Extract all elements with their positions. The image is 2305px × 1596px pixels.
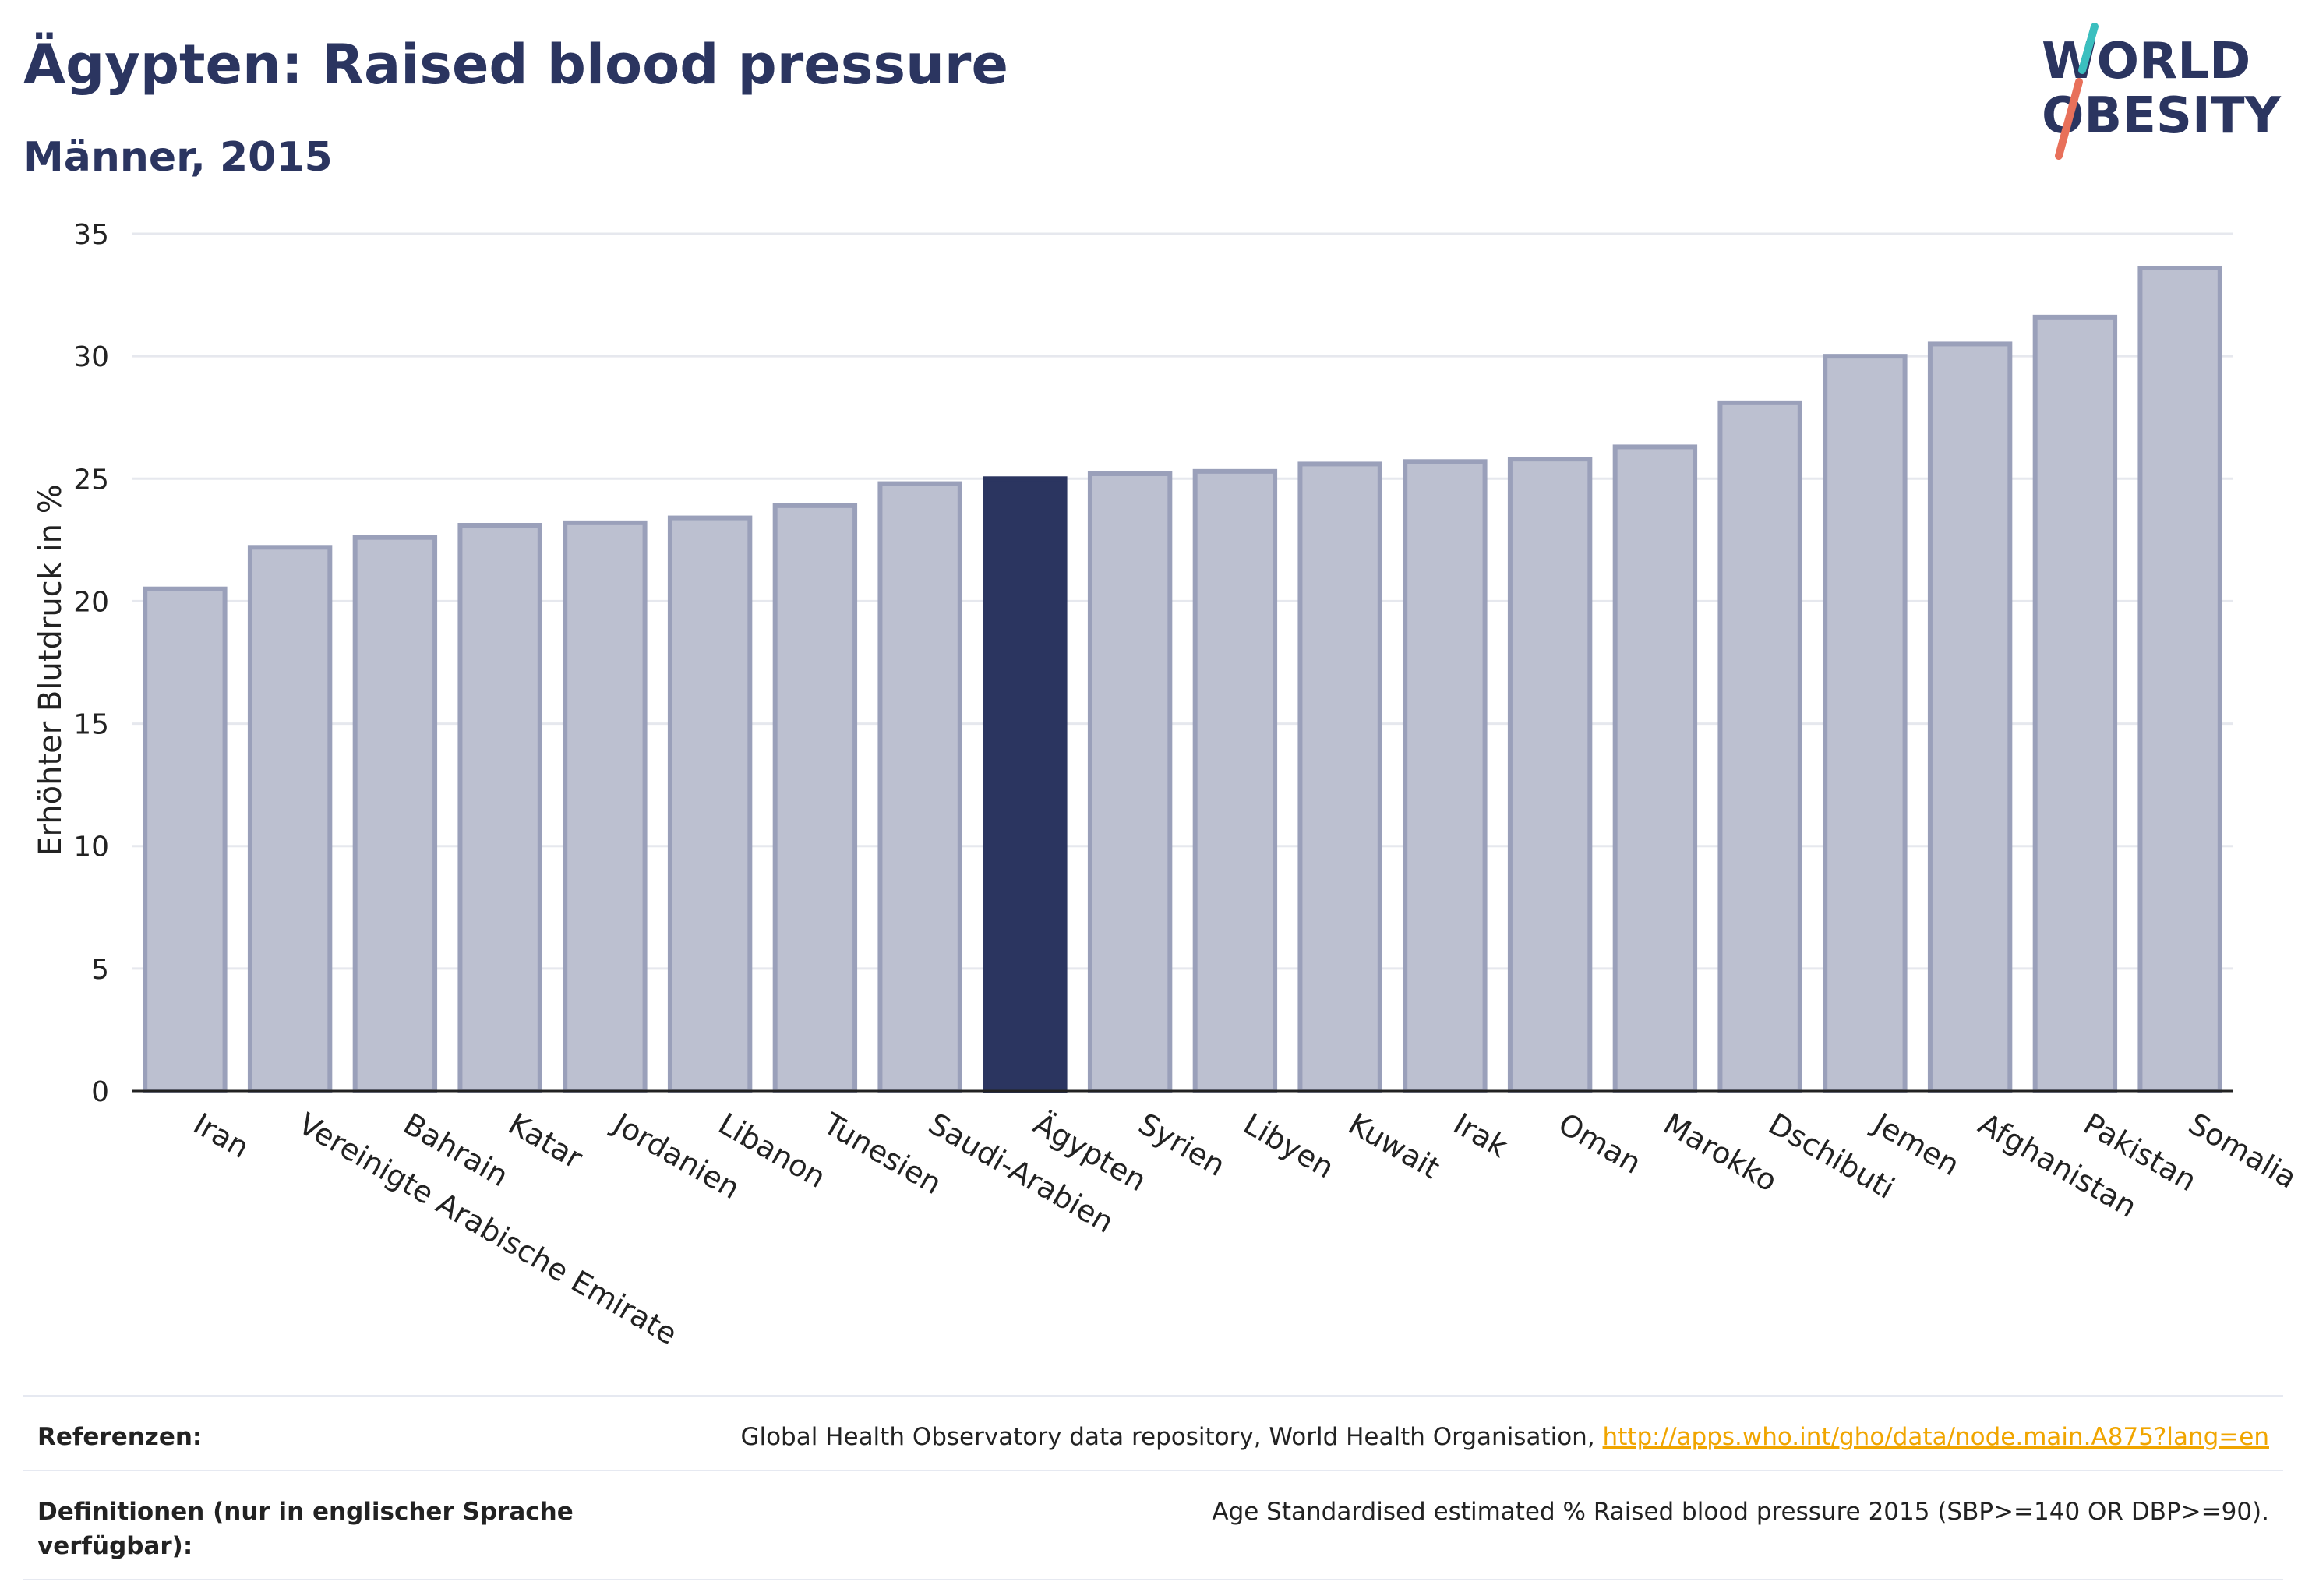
x-tick-label: Kuwait [1343,1107,1445,1186]
y-axis-label: Erhöhter Blutdruck in % [33,484,69,856]
bar-vereinigte-arabische-emirate [247,545,333,1093]
bar-afghanistan [1927,341,2013,1093]
y-tick-labels: 0 5 10 15 20 25 30 35 [73,219,109,1108]
y-tick-label: 30 [73,341,109,373]
bar-kuwait [1297,461,1382,1093]
y-tick-label: 15 [73,709,109,741]
y-tick-label: 20 [73,586,109,618]
page-title: Ägypten: Raised blood pressure [23,33,1008,97]
world-obesity-logo: WORLD OBESITY [2042,23,2281,160]
x-tick-label: Oman [1553,1107,1647,1181]
bar-ägypten [983,476,1068,1093]
bar-irak [1403,459,1488,1093]
references-table: Referenzen: Global Health Observatory da… [23,1395,2283,1580]
references-row: Referenzen: Global Health Observatory da… [23,1395,2283,1470]
x-tick-label: Tunesien [817,1106,948,1201]
bars [143,266,2222,1094]
references-text: Global Health Observatory data repositor… [740,1423,1603,1451]
x-tick-label: Libyen [1237,1107,1340,1185]
y-tick-label: 35 [73,219,109,251]
bar-marokko [1612,444,1698,1093]
x-tick-label: Saudi-Arabien [923,1107,1119,1240]
bar-jemen [1823,354,1908,1093]
bar-chart: 0 5 10 15 20 25 30 35 Iran Vereinigte Arabische … [33,219,2303,1352]
bar-tunesien [772,503,858,1093]
x-tick-labels: Iran Vereinigte Arabische EmirateBahrainK… [188,1106,2303,1352]
bar-dschibuti [1717,400,1802,1093]
logo-line2: OBESITY [2042,87,2281,145]
bar-syrien [1087,471,1173,1093]
definitions-label: Definitionen (nur in englischer Sprache … [37,1498,574,1560]
y-tick-label: 25 [73,464,109,496]
bar-bahrain [352,535,438,1093]
y-tick-label: 5 [91,954,109,986]
x-tick-label: Marokko [1657,1107,1783,1199]
x-tick-label: Katar [503,1107,588,1176]
definitions-value: Age Standardised estimated % Raised bloo… [1212,1498,2269,1526]
bar-jordanien [563,520,648,1093]
bar-katar [457,523,542,1093]
x-tick-label: Irak [1448,1107,1513,1164]
bar-libanon [667,515,753,1093]
x-tick-label: Iran [188,1107,255,1165]
y-tick-label: 0 [91,1076,109,1108]
x-tick-label: Somalia [2183,1107,2303,1195]
definitions-row: Definitionen (nur in englischer Sprache … [23,1470,2283,1580]
y-tick-label: 10 [73,832,109,863]
bar-somalia [2137,266,2222,1093]
references-link[interactable]: http://apps.who.int/gho/data/node.main.A… [1602,1423,2269,1451]
references-label: Referenzen: [37,1423,203,1451]
grid-lines [132,232,2233,970]
references-value: Global Health Observatory data repositor… [740,1420,2269,1454]
bar-pakistan [2032,314,2118,1094]
bar-libyen [1192,468,1278,1093]
page-subtitle: Männer, 2015 [23,134,333,181]
bar-iran [143,586,228,1093]
bar-saudi-arabien [877,481,962,1093]
bar-oman [1507,457,1593,1093]
